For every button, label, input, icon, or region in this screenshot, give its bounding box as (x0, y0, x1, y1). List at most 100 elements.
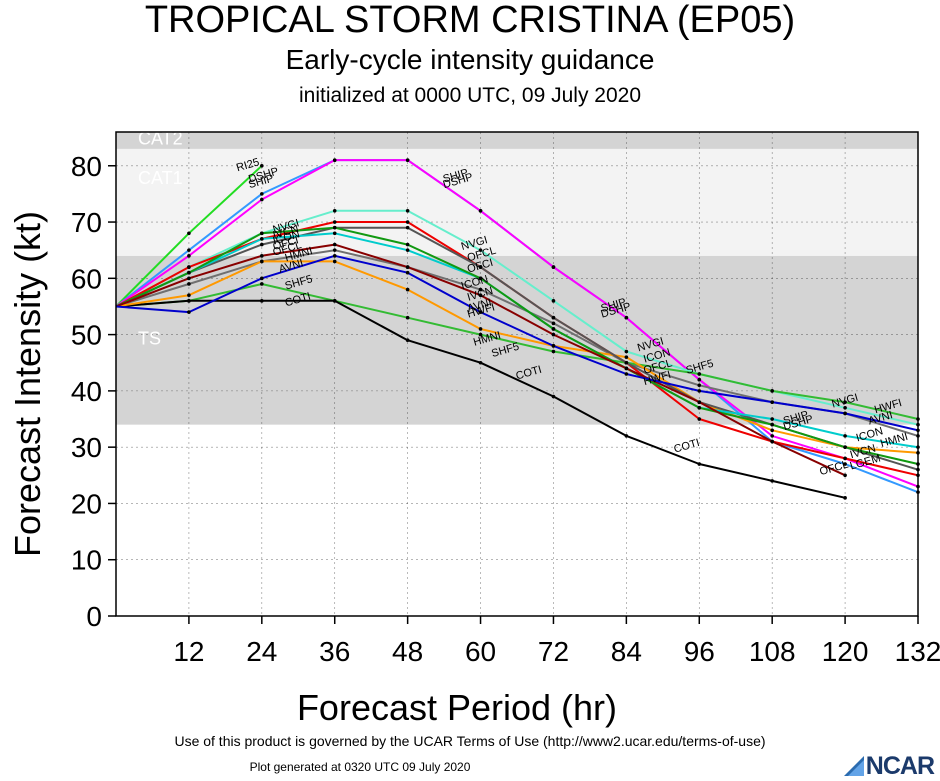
data-point-ship (405, 158, 410, 162)
series-line-icon (115, 226, 919, 465)
data-point-dshp (843, 462, 847, 466)
data-point-lgem (551, 332, 556, 337)
data-point-ofcl (843, 456, 847, 461)
data-point-hwfi (405, 270, 410, 275)
data-point-hmni (260, 259, 264, 264)
data-point-icon (332, 225, 337, 230)
generated-footer: Plot generated at 0320 UTC 09 July 2020 (249, 760, 471, 774)
data-point-hmni (332, 259, 337, 264)
data-point-hwfi (843, 411, 847, 416)
data-point-hmni (187, 293, 191, 298)
data-point-ofci (260, 242, 264, 247)
x-tick-label: 132 (895, 636, 940, 667)
x-tick-label: 24 (246, 636, 277, 667)
data-point-lgem (697, 400, 702, 404)
data-point-avni (332, 248, 337, 252)
data-point-ofcl (332, 220, 337, 224)
data-point-coti (697, 462, 702, 466)
x-tick-label: 48 (392, 636, 423, 667)
x-tick-label: 12 (173, 636, 204, 667)
data-point-shf5 (260, 282, 264, 286)
data-point-lgem (624, 366, 629, 371)
x-tick-label: 96 (684, 636, 715, 667)
y-tick-label: 60 (71, 263, 102, 294)
data-point-avni (187, 282, 191, 286)
y-tick-label: 0 (86, 601, 102, 632)
data-point-shf5 (843, 400, 847, 404)
data-point-shf5 (697, 372, 702, 376)
data-point-coti (551, 394, 556, 399)
data-point-ship (697, 377, 702, 382)
data-point-hmni (405, 287, 410, 292)
x-tick-label: 84 (611, 636, 642, 667)
chart-initialized: initialized at 0000 UTC, 09 July 2020 (298, 84, 642, 107)
chart-subtitle: Early-cycle intensity guidance (285, 44, 655, 75)
data-point-shf5 (478, 332, 483, 337)
series-line-hmni (115, 260, 919, 454)
data-point-ivcn (260, 237, 264, 241)
band-label-cat1: CAT1 (138, 168, 183, 188)
data-point-ofcl (187, 265, 191, 269)
data-point-ofci (405, 225, 410, 230)
data-point-lgem (843, 473, 847, 478)
x-tick-label: 120 (822, 636, 869, 667)
data-point-hwfi (478, 310, 483, 314)
data-point-hwfi (332, 254, 337, 258)
ncar-logo-icon (843, 756, 864, 776)
ncar-logo: NCAR (842, 751, 935, 780)
data-point-ofci (478, 265, 483, 269)
y-tick-label: 50 (71, 320, 102, 351)
data-point-nvgi (843, 405, 847, 410)
x-tick-label: 72 (538, 636, 569, 667)
data-point-ivcn (405, 248, 410, 252)
data-point-lgem (478, 293, 483, 298)
data-point-dshp (260, 192, 264, 196)
data-point-ofcl (697, 417, 702, 421)
data-point-shf5 (405, 315, 410, 320)
data-point-coti (332, 299, 337, 303)
data-point-nvgi (624, 349, 629, 354)
ncar-logo-text: NCAR (865, 751, 935, 780)
data-point-icon (770, 422, 774, 427)
data-point-ofcl (405, 220, 410, 224)
data-point-coti (405, 338, 410, 343)
data-point-ship (187, 254, 191, 258)
data-point-lgem (260, 254, 264, 258)
data-point-ship (551, 265, 556, 269)
data-point-ofci (551, 315, 556, 320)
x-tick-label: 36 (319, 636, 350, 667)
data-point-nvgi (332, 208, 337, 213)
x-tick-label: 60 (465, 636, 496, 667)
data-point-nvgi (551, 299, 556, 303)
data-point-hwfi (551, 344, 556, 348)
data-point-nvgi (405, 208, 410, 213)
band-label-ts: TS (138, 328, 161, 348)
band-cat2 (116, 132, 918, 149)
band-label-cat2: CAT2 (138, 129, 183, 149)
data-point-icon (187, 270, 191, 275)
data-point-ship (478, 208, 483, 213)
data-point-shf5 (551, 349, 556, 354)
data-point-hwfi (187, 310, 191, 314)
x-axis-label: Forecast Period (hr) (297, 687, 617, 728)
data-point-hwfi (770, 400, 774, 404)
series-line-hwfi (115, 254, 919, 432)
data-point-coti (260, 299, 264, 303)
series-line-shf5 (115, 283, 919, 420)
data-point-ship (624, 315, 629, 320)
data-point-nvgi (478, 248, 483, 252)
terms-footer: Use of this product is governed by the U… (174, 733, 766, 749)
data-point-ship (770, 434, 774, 438)
data-point-lgem (405, 265, 410, 269)
data-point-ivcn (843, 434, 847, 438)
data-point-icon (551, 327, 556, 331)
data-point-ofci (624, 360, 629, 365)
data-point-ship (332, 158, 337, 162)
data-point-hmni (478, 327, 483, 331)
data-point-coti (187, 299, 191, 303)
data-point-hmni (624, 355, 629, 359)
y-tick-label: 10 (71, 545, 102, 576)
y-tick-label: 80 (71, 151, 102, 182)
data-point-ri25 (260, 163, 264, 168)
